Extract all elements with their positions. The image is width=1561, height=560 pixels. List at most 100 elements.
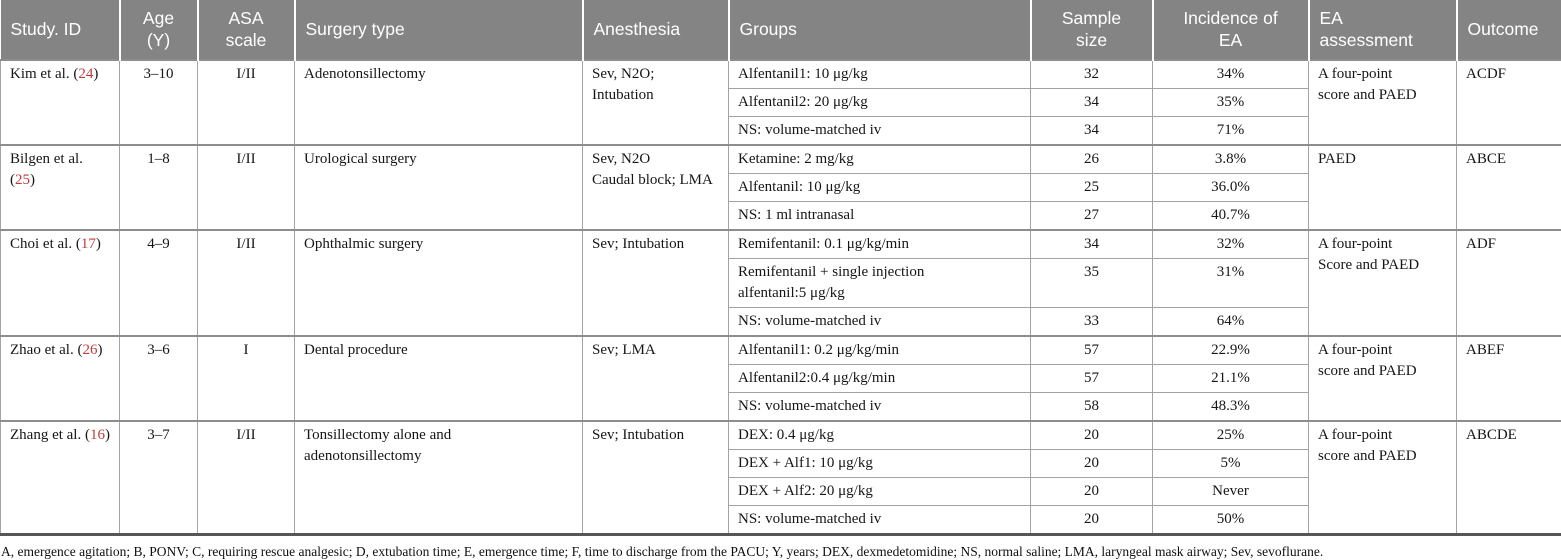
abbreviations-footnote: A, emergence agitation; B, PONV; C, requ… — [0, 536, 1561, 560]
sample-size-cell: 34 — [1031, 117, 1153, 146]
outcome-cell: ABCDE — [1457, 421, 1561, 535]
col-header-age: Age (Y) — [120, 0, 198, 60]
group-name-cell: Ketamine: 2 mg/kg — [729, 145, 1031, 174]
col-header-ea-assessment: EA assessment — [1309, 0, 1457, 60]
sample-size-cell: 25 — [1031, 174, 1153, 202]
study-cell: Choi et al. (17) — [1, 230, 120, 336]
study-name-suffix: ) — [96, 236, 101, 252]
group-name-cell: NS: volume-matched iv — [729, 117, 1031, 146]
paper-table-figure: Study. ID Age (Y) ASA scale Surgery type… — [0, 0, 1561, 509]
group-name-cell: NS: volume-matched iv — [729, 308, 1031, 337]
ea-assessment-cell: A four-point score and PAED — [1309, 336, 1457, 421]
age-cell: 3–6 — [120, 336, 198, 421]
sample-size-cell: 34 — [1031, 89, 1153, 117]
age-cell: 3–7 — [120, 421, 198, 535]
sample-size-cell: 20 — [1031, 450, 1153, 478]
incidence-cell: 21.1% — [1153, 365, 1309, 393]
group-name-cell: Alfentanil: 10 μg/kg — [729, 174, 1031, 202]
group-name-cell: NS: volume-matched iv — [729, 506, 1031, 535]
group-name-cell: NS: 1 ml intranasal — [729, 202, 1031, 231]
study-name: Kim et al. ( — [10, 66, 78, 82]
anesthesia-cell: Sev, N2O Caudal block; LMA — [583, 145, 729, 230]
sample-size-cell: 20 — [1031, 478, 1153, 506]
surgery-cell: Urological surgery — [295, 145, 583, 230]
col-header-sample-size: Sample size — [1031, 0, 1153, 60]
surgery-cell: Adenotonsillectomy — [295, 60, 583, 145]
group-name-cell: DEX: 0.4 μg/kg — [729, 421, 1031, 450]
incidence-cell: 64% — [1153, 308, 1309, 337]
incidence-cell: 25% — [1153, 421, 1309, 450]
table-header: Study. ID Age (Y) ASA scale Surgery type… — [1, 0, 1561, 60]
group-name-cell: Alfentanil2: 20 μg/kg — [729, 89, 1031, 117]
asa-cell: I/II — [198, 230, 295, 336]
citation-link[interactable]: 17 — [81, 236, 96, 252]
citation-link[interactable]: 26 — [82, 342, 97, 358]
study-name: Choi et al. ( — [10, 236, 81, 252]
group-name-cell: Alfentanil2:0.4 μg/kg/min — [729, 365, 1031, 393]
incidence-cell: 40.7% — [1153, 202, 1309, 231]
incidence-cell: 35% — [1153, 89, 1309, 117]
sample-size-cell: 32 — [1031, 60, 1153, 89]
col-header-asa-scale: ASA scale — [198, 0, 295, 60]
study-name-suffix: ) — [97, 342, 102, 358]
study-name: Zhao et al. ( — [10, 342, 82, 358]
incidence-cell: 22.9% — [1153, 336, 1309, 365]
asa-cell: I — [198, 336, 295, 421]
group-name-cell: Alfentanil1: 10 μg/kg — [729, 60, 1031, 89]
sample-size-cell: 20 — [1031, 506, 1153, 535]
citation-link[interactable]: 16 — [90, 427, 105, 443]
header-row: Study. ID Age (Y) ASA scale Surgery type… — [1, 0, 1561, 60]
incidence-cell: 32% — [1153, 230, 1309, 259]
incidence-cell: 71% — [1153, 117, 1309, 146]
asa-cell: I/II — [198, 145, 295, 230]
incidence-cell: 31% — [1153, 259, 1309, 308]
study-name-suffix: ) — [93, 66, 98, 82]
study-name-suffix: ) — [30, 172, 35, 188]
sample-size-cell: 58 — [1031, 393, 1153, 422]
group-name-cell: DEX + Alf2: 20 μg/kg — [729, 478, 1031, 506]
group-name-cell: NS: volume-matched iv — [729, 393, 1031, 422]
sample-size-cell: 26 — [1031, 145, 1153, 174]
incidence-cell: 34% — [1153, 60, 1309, 89]
anesthesia-cell: Sev; Intubation — [583, 230, 729, 336]
group-name-cell: Remifentanil + single injection alfentan… — [729, 259, 1031, 308]
asa-cell: I/II — [198, 421, 295, 535]
study-cell: Kim et al. (24) — [1, 60, 120, 145]
incidence-cell: 48.3% — [1153, 393, 1309, 422]
surgery-cell: Ophthalmic surgery — [295, 230, 583, 336]
ea-assessment-cell: A four-point score and PAED — [1309, 60, 1457, 145]
col-header-anesthesia: Anesthesia — [583, 0, 729, 60]
outcome-cell: ACDF — [1457, 60, 1561, 145]
sample-size-cell: 35 — [1031, 259, 1153, 308]
ea-assessment-cell: PAED — [1309, 145, 1457, 230]
col-header-study-id: Study. ID — [1, 0, 120, 60]
group-name-cell: Remifentanil: 0.1 μg/kg/min — [729, 230, 1031, 259]
study-characteristics-table: Study. ID Age (Y) ASA scale Surgery type… — [0, 0, 1561, 536]
age-cell: 3–10 — [120, 60, 198, 145]
surgery-cell: Dental procedure — [295, 336, 583, 421]
ea-assessment-cell: A four-point Score and PAED — [1309, 230, 1457, 336]
citation-link[interactable]: 24 — [78, 66, 93, 82]
outcome-cell: ABEF — [1457, 336, 1561, 421]
anesthesia-cell: Sev, N2O; Intubation — [583, 60, 729, 145]
incidence-cell: 36.0% — [1153, 174, 1309, 202]
citation-link[interactable]: 25 — [15, 172, 30, 188]
incidence-cell: 3.8% — [1153, 145, 1309, 174]
study-cell: Bilgen et al. (25) — [1, 145, 120, 230]
col-header-surgery-type: Surgery type — [295, 0, 583, 60]
study-cell: Zhang et al. (16) — [1, 421, 120, 535]
age-cell: 1–8 — [120, 145, 198, 230]
col-header-incidence-of-ea: Incidence of EA — [1153, 0, 1309, 60]
col-header-outcome: Outcome — [1457, 0, 1561, 60]
study-name-suffix: ) — [105, 427, 110, 443]
ea-assessment-cell: A four-point score and PAED — [1309, 421, 1457, 535]
col-header-groups: Groups — [729, 0, 1031, 60]
outcome-cell: ABCE — [1457, 145, 1561, 230]
asa-cell: I/II — [198, 60, 295, 145]
